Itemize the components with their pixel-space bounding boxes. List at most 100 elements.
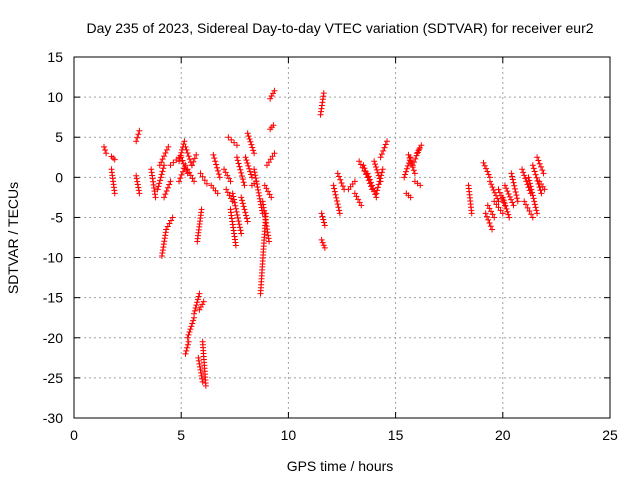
data-point <box>256 192 263 199</box>
data-point <box>537 187 544 194</box>
data-point <box>509 173 516 180</box>
data-point <box>249 144 256 151</box>
data-point <box>319 213 326 220</box>
data-point <box>526 177 533 184</box>
data-point <box>166 220 173 227</box>
data-point <box>486 178 493 185</box>
data-point <box>409 162 416 169</box>
data-segment-28 <box>221 166 234 185</box>
data-point <box>226 192 233 199</box>
data-point <box>196 363 203 370</box>
data-point <box>239 197 246 204</box>
plot-frame <box>73 56 611 419</box>
data-point <box>245 133 252 140</box>
y-tick-label: 10 <box>47 89 63 105</box>
data-point <box>332 191 339 198</box>
data-point <box>511 185 518 192</box>
data-segment-50 <box>345 178 358 193</box>
data-point <box>238 194 245 201</box>
data-segment-34 <box>238 194 251 225</box>
data-point <box>534 154 541 161</box>
data-segment-30 <box>227 206 239 249</box>
data-point <box>102 147 109 154</box>
data-segment-51 <box>351 190 365 209</box>
data-segment-24 <box>199 338 209 389</box>
data-point <box>197 170 204 177</box>
data-point <box>161 153 168 160</box>
data-point <box>199 173 206 180</box>
data-point <box>532 204 539 211</box>
data-point <box>528 211 535 218</box>
data-point <box>410 167 417 174</box>
data-point <box>415 147 422 154</box>
data-point <box>201 177 208 184</box>
y-axis-label: SDTVAR / TECUs <box>5 182 21 294</box>
x-axis-label: GPS time / hours <box>287 458 394 474</box>
data-segment-0 <box>101 143 110 157</box>
data-point <box>173 156 180 163</box>
data-point <box>378 169 385 176</box>
data-segment-19 <box>184 314 198 341</box>
data-point <box>533 174 540 181</box>
data-point <box>361 165 368 172</box>
data-point <box>416 146 423 153</box>
data-point <box>191 310 198 317</box>
data-point <box>360 162 367 169</box>
data-point <box>357 161 364 168</box>
data-point <box>261 182 268 189</box>
data-segment-46 <box>318 210 328 229</box>
data-point <box>233 142 240 149</box>
data-point <box>484 202 491 209</box>
data-point <box>133 138 140 145</box>
data-point <box>111 190 118 197</box>
data-point <box>495 186 502 193</box>
data-point <box>489 184 496 191</box>
data-point <box>191 178 198 185</box>
data-point <box>241 182 248 189</box>
data-point <box>198 206 205 213</box>
data-point <box>489 226 496 233</box>
data-point <box>232 205 239 212</box>
data-point <box>519 166 526 173</box>
data-point <box>240 203 247 210</box>
data-point <box>488 208 495 215</box>
data-point <box>493 192 500 199</box>
data-point <box>538 190 545 197</box>
data-point <box>265 188 272 195</box>
data-segment-2 <box>108 166 118 197</box>
data-point <box>504 188 511 195</box>
data-point <box>183 347 190 354</box>
data-point <box>165 143 172 150</box>
data-point <box>180 160 187 167</box>
data-point <box>267 156 274 163</box>
y-tick-label: 15 <box>47 49 63 65</box>
data-point <box>243 215 250 222</box>
data-point <box>111 156 118 163</box>
data-point <box>407 194 414 201</box>
data-point <box>252 175 259 182</box>
data-point <box>527 183 534 190</box>
data-segment-25 <box>197 170 210 187</box>
data-point <box>263 162 270 169</box>
data-point <box>320 242 327 249</box>
data-point <box>521 172 528 179</box>
data-point <box>266 191 273 198</box>
data-point <box>199 301 206 308</box>
data-segment-23 <box>195 354 206 385</box>
data-point <box>133 172 140 179</box>
data-segment-60 <box>405 151 418 177</box>
data-point <box>338 179 345 186</box>
data-point <box>225 175 232 182</box>
data-point <box>372 161 379 168</box>
data-point <box>185 331 192 338</box>
data-point <box>381 144 388 151</box>
data-point <box>504 208 511 215</box>
data-point <box>339 183 346 190</box>
data-point <box>487 223 494 230</box>
data-point <box>468 210 475 217</box>
data-point <box>531 168 538 175</box>
data-point <box>402 171 409 178</box>
data-point <box>534 210 541 217</box>
data-point <box>152 194 159 201</box>
data-point <box>177 175 184 182</box>
